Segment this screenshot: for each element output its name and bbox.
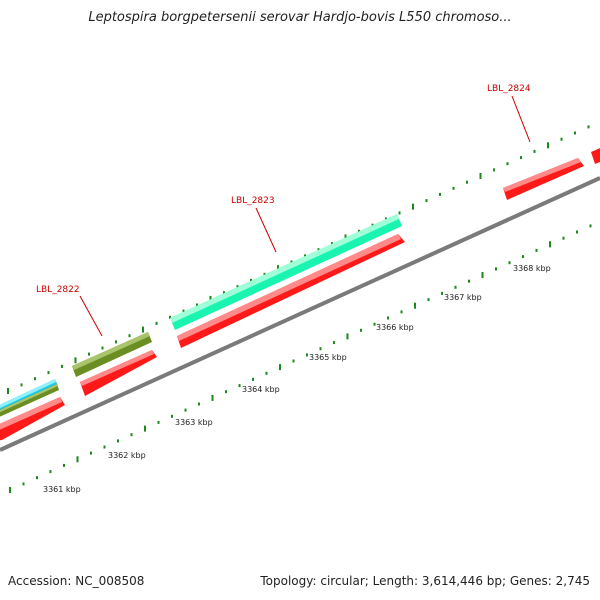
lower-tick-track <box>9 224 592 493</box>
chromosome-backbone <box>0 176 600 452</box>
gene-outer-green-left[interactable] <box>0 384 59 418</box>
gene-label-lbl2822: LBL_2822 <box>36 285 80 295</box>
accession-text: Accession: NC_008508 <box>8 574 145 588</box>
gene-right-edge-inner[interactable] <box>591 146 600 164</box>
gene-lbl2823-outer[interactable] <box>170 214 402 330</box>
upper-tick-track <box>7 125 590 394</box>
scale-label: 3362 kbp <box>108 451 146 460</box>
gene-lbl2824-inner[interactable] <box>503 158 584 200</box>
scale-label: 3365 kbp <box>309 353 347 362</box>
gene-label-lbl2824: LBL_2824 <box>487 84 531 94</box>
gene-lbl2822-inner[interactable] <box>80 350 157 396</box>
leader-line-lbl2822 <box>79 295 103 337</box>
scale-label: 3364 kbp <box>242 385 280 394</box>
gene-label-lbl2823: LBL_2823 <box>231 196 275 206</box>
scale-label: 3366 kbp <box>376 323 414 332</box>
scale-label: 3363 kbp <box>175 418 213 427</box>
gene-lbl2823-inner[interactable] <box>177 234 405 348</box>
scale-label: 3368 kbp <box>513 264 551 273</box>
gene-inner-red-left[interactable] <box>0 397 65 441</box>
leader-line-lbl2823 <box>255 207 277 253</box>
genome-stats-text: Topology: circular; Length: 3,614,446 bp… <box>260 574 590 588</box>
scale-label: 3367 kbp <box>444 293 482 302</box>
leader-line-lbl2824 <box>511 95 531 143</box>
gene-lbl2822-outer[interactable] <box>72 332 152 377</box>
map-title: Leptospira borgpetersenii serovar Hardjo… <box>88 10 512 25</box>
scale-label: 3361 kbp <box>43 485 81 494</box>
